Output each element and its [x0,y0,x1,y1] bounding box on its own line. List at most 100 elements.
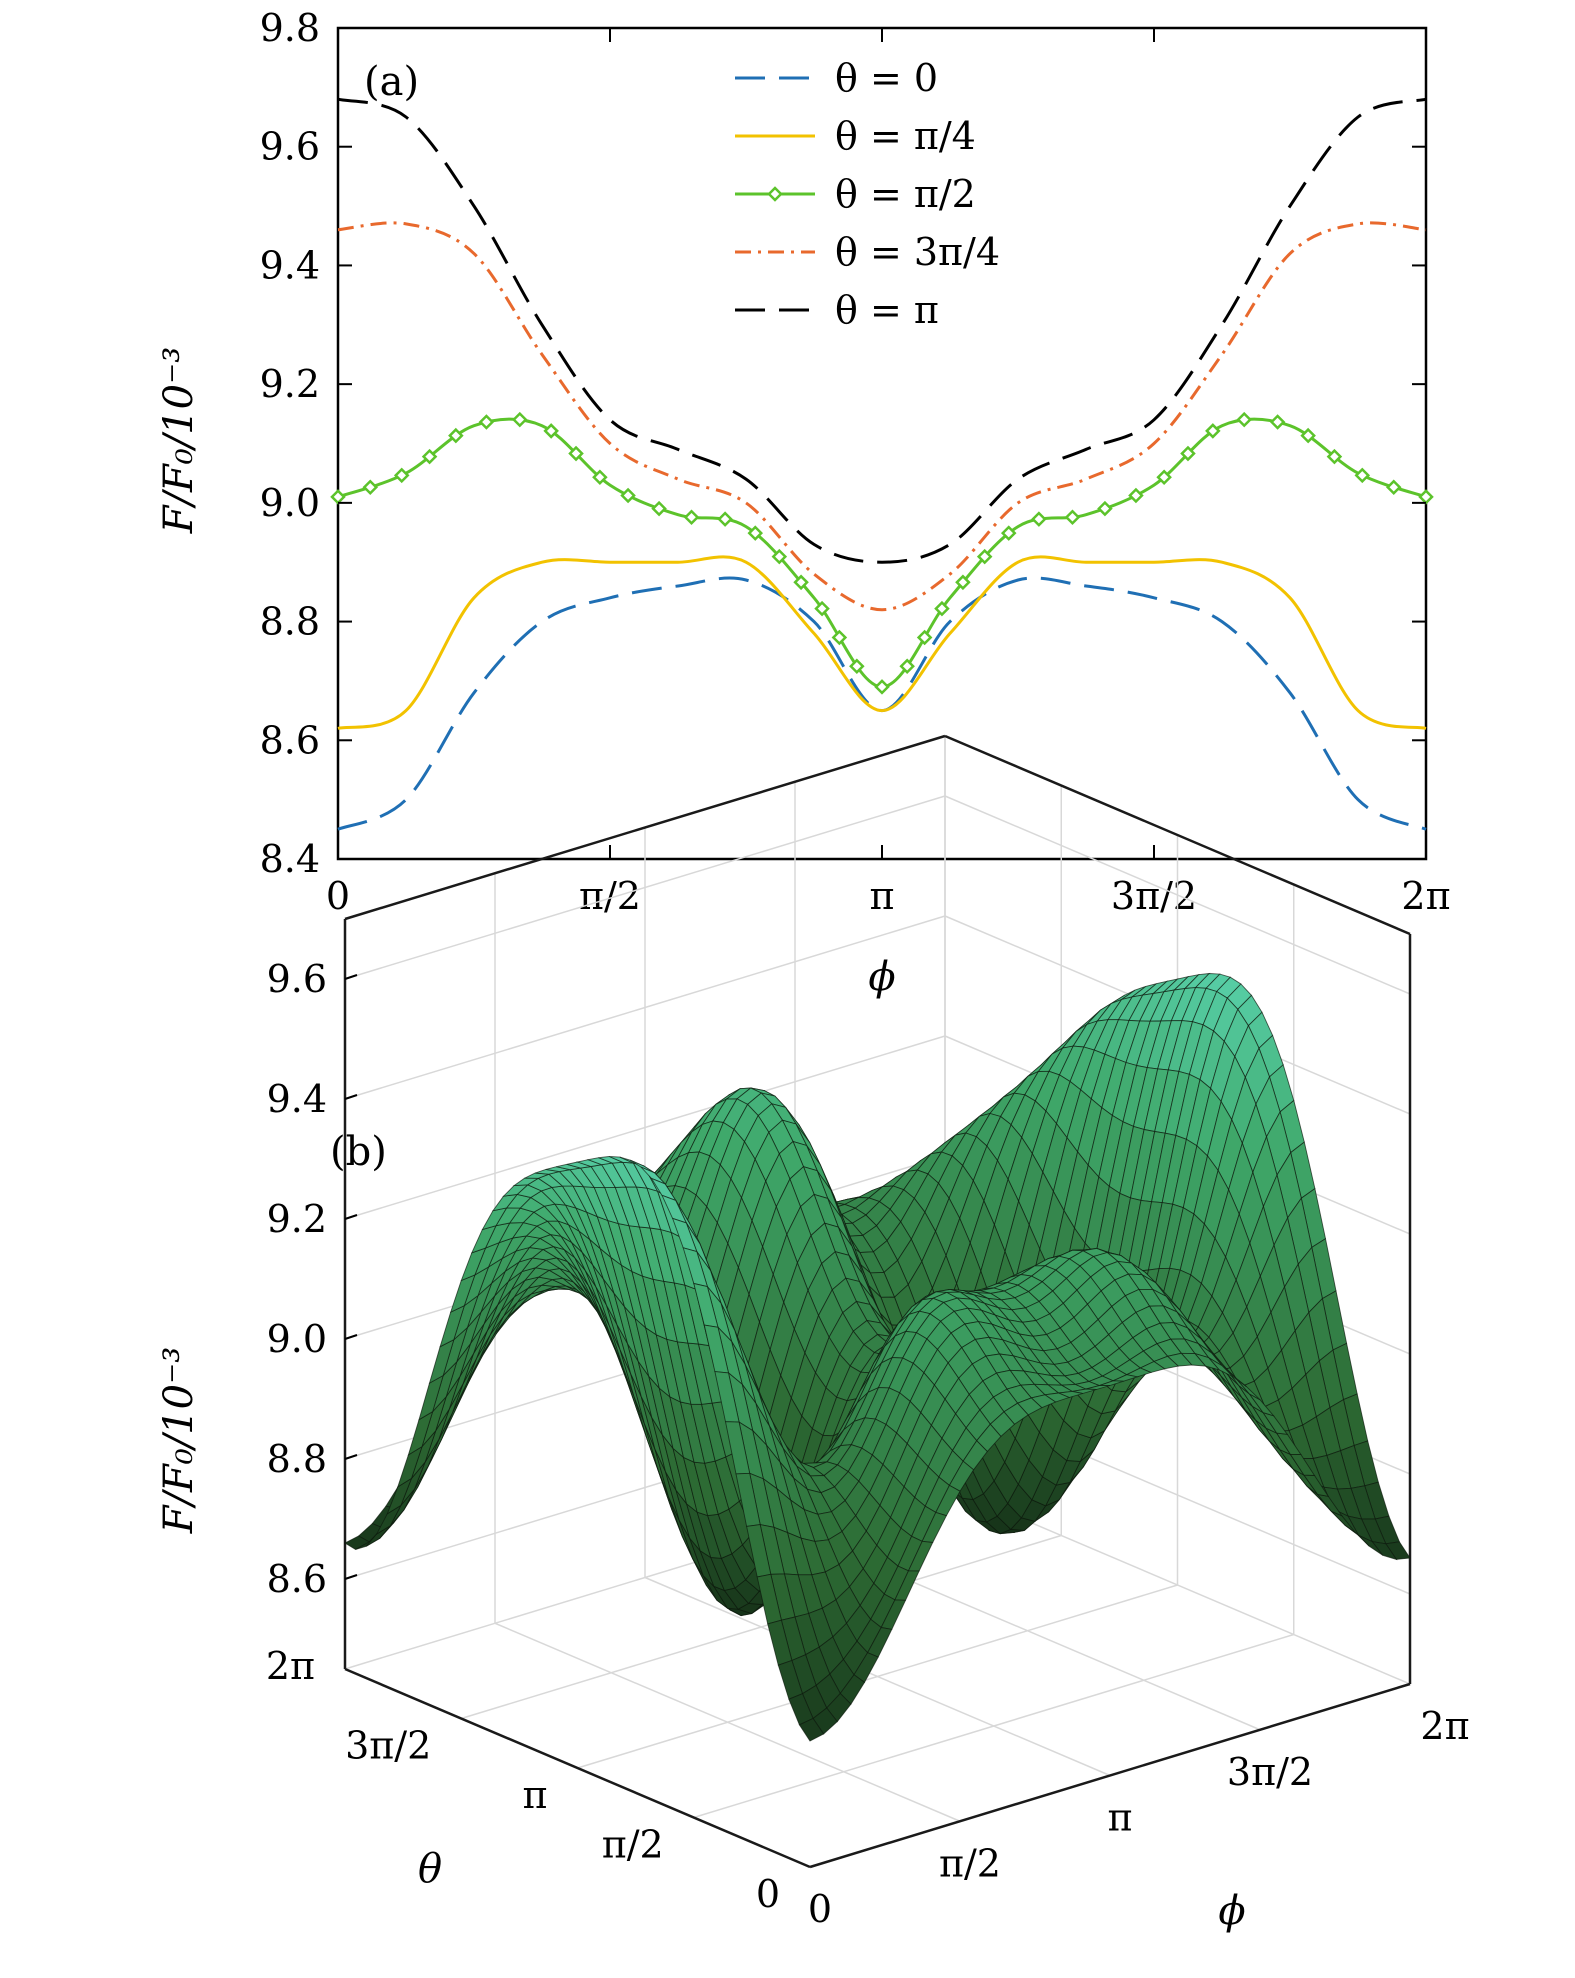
z-tick-mark [344,1334,358,1340]
z-tick-label: 9.2 [267,1197,327,1241]
floor-grid [461,1534,1062,1720]
y-tick-label: 8.4 [260,837,320,881]
series-marker [362,479,379,496]
series-marker [1097,500,1113,517]
panel-a-x-axis-title: ϕ [868,954,895,1000]
y-tick-label: 9.6 [260,125,320,169]
z-tick-mark [344,1214,358,1220]
panel-a-y-axis-title: F/F₀/10⁻³ [156,347,202,535]
panel-a-x-ticks: 0 π/2 π 3π/2 2π [326,28,1451,918]
legend-marker [767,186,783,202]
z-tick-label: 8.6 [267,1557,327,1601]
panel-a-label: (a) [364,59,419,105]
x-tick-label: π [870,874,895,918]
series-marker [1385,479,1402,496]
series-marker [1156,469,1172,486]
x-tick-label: 3π/2 [1111,874,1197,918]
z-tick-label: 9.4 [267,1077,327,1121]
panel-a-y-ticks: 8.4 8.6 8.8 9.0 9.2 9.4 9.6 9.8 [260,6,1426,881]
panel-a-series-group [330,97,1434,831]
series-marker [1269,414,1286,430]
panel-b-label: (b) [330,1129,387,1175]
series-marker [568,445,584,462]
series-marker [448,427,464,444]
x-tick-label: 2π [1401,874,1450,918]
phi-tick-label: 3π/2 [1227,1750,1313,1794]
series-marker [814,600,830,617]
z-tick-mark [344,1574,358,1580]
series-marker [421,448,438,465]
z-tick-mark [344,1094,358,1100]
series-marker [1128,487,1144,504]
phi-tick-label: π [1108,1796,1133,1840]
panel-b-surface [344,972,1411,1742]
panel-a-legend: θ = 0 θ = π/4 θ = π/2 θ = 3π/4 θ = π [735,56,1000,332]
series-marker [393,467,410,484]
panel-b-ticks: 8.6 8.8 9.0 9.2 9.4 9.6 0 π/2 π 3π/2 2π 0 π/2 π 3π/2 2π [266,957,1470,1931]
floor-grid [577,1584,1178,1769]
surface-patch [798,1717,825,1742]
y-tick-label: 8.8 [260,600,320,644]
series-marker [849,658,865,675]
theta-tick-label: 0 [756,1872,780,1916]
axes-box-edge [344,1667,811,1869]
panel-b-z-axis-title: F/F₀/10⁻³ [156,1347,202,1535]
series-marker [1326,448,1343,465]
series-marker [976,548,993,565]
legend-label: θ = 0 [835,56,938,100]
panel-b-phi-axis-title: ϕ [1218,1888,1245,1934]
series-marker [1031,511,1047,527]
series-marker [592,469,608,486]
series-marker [916,629,933,646]
series-line-4 [337,97,1427,564]
series-marker [1236,411,1252,428]
legend-label: θ = π/4 [835,114,976,158]
axes-box-edge [344,734,946,921]
series-marker [1064,509,1081,526]
series-marker [1300,427,1316,444]
series-marker [747,525,764,541]
y-tick-label: 9.8 [260,6,320,50]
y-tick-label: 9.4 [260,243,320,287]
series-marker [543,423,559,439]
y-tick-label: 8.6 [260,718,320,762]
panel-b-surface-plot: 8.6 8.8 9.0 9.2 9.4 9.6 0 π/2 π 3π/2 2π 0 π/2 π 3π/2 2π… [156,734,1470,1934]
series-marker [1180,445,1196,462]
z-tick-mark [344,974,358,980]
series-marker [717,511,733,527]
series-marker [793,574,809,591]
series-line-1 [337,555,1427,730]
series-line-0 [337,576,1427,831]
theta-tick-label: 2π [266,1644,315,1688]
series-line-3 [337,221,1427,612]
z-tick-label: 8.8 [267,1437,327,1481]
phi-tick-label: 2π [1420,1704,1469,1748]
series-line-2 [337,417,1427,689]
series-marker [330,489,346,505]
series-marker [831,629,848,646]
series-marker [955,574,971,591]
theta-tick-label: π/2 [602,1823,664,1867]
legend-label: θ = π/2 [835,172,976,216]
z-tick-label: 9.6 [267,957,327,1001]
series-marker [1418,489,1434,505]
z-tick-mark [344,1454,358,1460]
series-marker [512,411,528,428]
phi-tick-label: 0 [808,1887,832,1931]
y-tick-label: 9.0 [260,481,320,525]
panel-b-theta-axis-title: θ [418,1846,442,1892]
series-marker [651,500,667,517]
theta-tick-label: π [523,1773,548,1817]
legend-label: θ = π [835,288,939,332]
phi-tick-label: π/2 [939,1841,1001,1885]
y-tick-label: 9.2 [260,362,320,406]
series-marker [874,679,890,695]
x-tick-label: 0 [326,874,350,918]
legend-label: θ = 3π/4 [835,230,1000,274]
theta-tick-label: 3π/2 [345,1724,431,1768]
series-marker [1000,525,1017,541]
axes-box-edge [809,1682,1411,1869]
z-tick-label: 9.0 [267,1317,327,1361]
x-tick-label: π/2 [579,874,641,918]
series-marker [1354,467,1371,484]
